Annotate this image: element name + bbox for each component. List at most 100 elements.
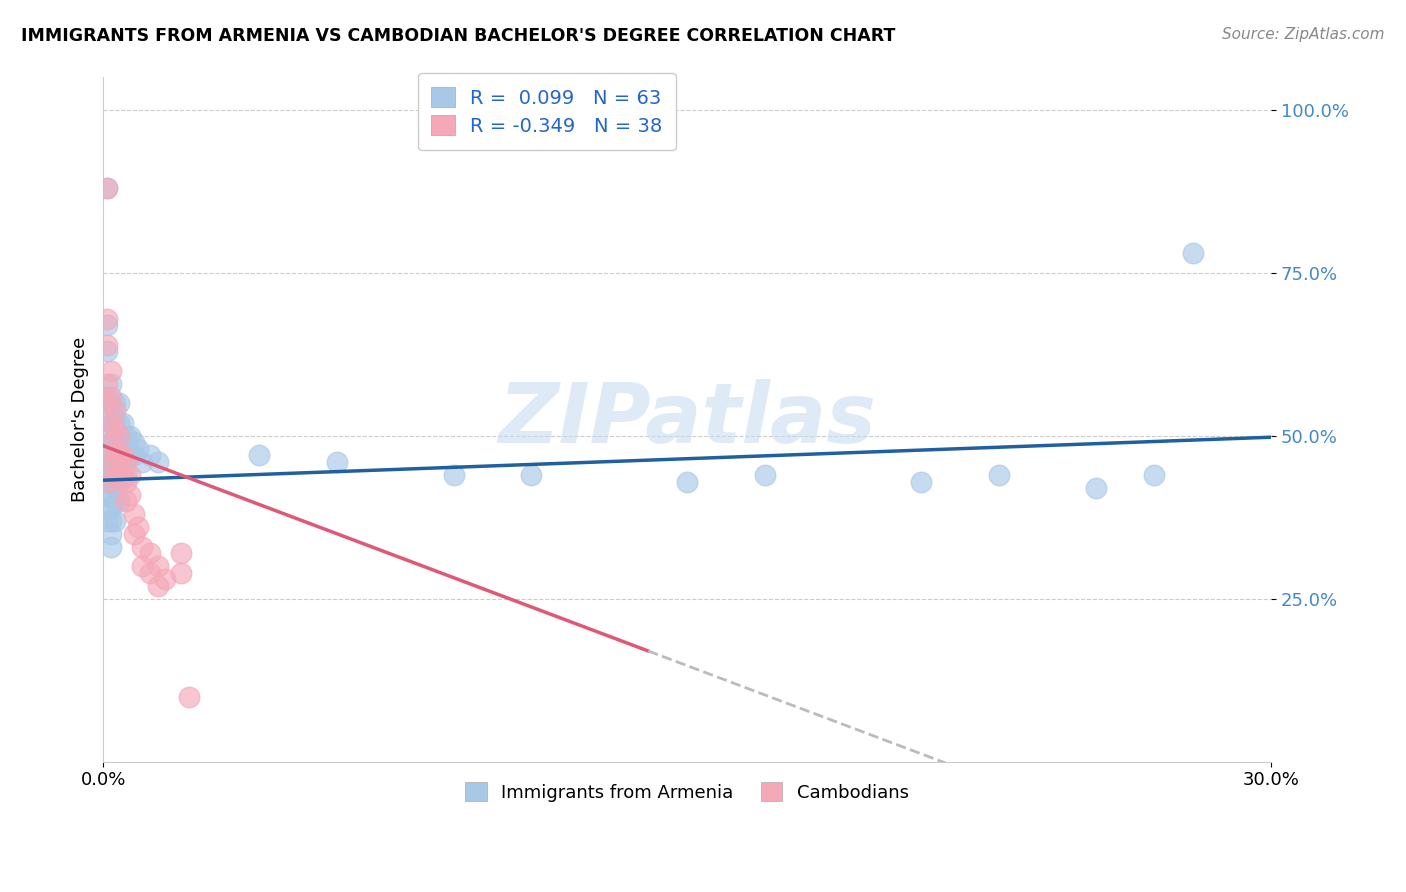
- Point: [139, 449, 162, 463]
- Point: [100, 475, 122, 489]
- Point: [100, 416, 122, 430]
- Point: [115, 429, 138, 443]
- Point: [115, 475, 138, 489]
- Point: [115, 449, 138, 463]
- Point: [177, 690, 200, 704]
- Point: [127, 442, 149, 456]
- Point: [107, 396, 129, 410]
- Point: [247, 449, 270, 463]
- Point: [124, 526, 146, 541]
- Text: IMMIGRANTS FROM ARMENIA VS CAMBODIAN BACHELOR'S DEGREE CORRELATION CHART: IMMIGRANTS FROM ARMENIA VS CAMBODIAN BAC…: [21, 27, 896, 45]
- Point: [120, 468, 142, 483]
- Point: [104, 494, 127, 508]
- Point: [115, 494, 138, 508]
- Point: [104, 449, 127, 463]
- Point: [100, 396, 122, 410]
- Point: [96, 181, 118, 195]
- Point: [96, 311, 118, 326]
- Point: [100, 390, 122, 404]
- Point: [104, 468, 127, 483]
- Point: [100, 461, 122, 475]
- Point: [124, 507, 146, 521]
- Point: [127, 520, 149, 534]
- Point: [100, 416, 122, 430]
- Point: [146, 579, 169, 593]
- Point: [96, 318, 118, 332]
- Point: [96, 390, 118, 404]
- Point: [107, 429, 129, 443]
- Point: [100, 487, 122, 501]
- Point: [107, 455, 129, 469]
- Point: [96, 409, 118, 424]
- Point: [107, 494, 129, 508]
- Point: [96, 376, 118, 391]
- Point: [96, 500, 118, 515]
- Point: [131, 455, 153, 469]
- Point: [987, 468, 1010, 483]
- Point: [111, 455, 134, 469]
- Point: [111, 435, 134, 450]
- Point: [676, 475, 699, 489]
- Point: [100, 475, 122, 489]
- Point: [115, 468, 138, 483]
- Point: [146, 559, 169, 574]
- Point: [104, 422, 127, 436]
- Point: [146, 455, 169, 469]
- Point: [104, 396, 127, 410]
- Point: [96, 449, 118, 463]
- Point: [100, 435, 122, 450]
- Point: [124, 435, 146, 450]
- Point: [104, 402, 127, 417]
- Point: [96, 514, 118, 528]
- Point: [104, 449, 127, 463]
- Point: [131, 559, 153, 574]
- Point: [107, 475, 129, 489]
- Point: [96, 181, 118, 195]
- Point: [100, 514, 122, 528]
- Point: [100, 435, 122, 450]
- Point: [1084, 481, 1107, 495]
- Point: [100, 500, 122, 515]
- Point: [104, 416, 127, 430]
- Point: [754, 468, 776, 483]
- Point: [104, 475, 127, 489]
- Point: [104, 435, 127, 450]
- Point: [96, 475, 118, 489]
- Point: [124, 449, 146, 463]
- Point: [120, 429, 142, 443]
- Point: [115, 455, 138, 469]
- Point: [107, 435, 129, 450]
- Legend: Immigrants from Armenia, Cambodians: Immigrants from Armenia, Cambodians: [453, 770, 921, 814]
- Point: [96, 344, 118, 359]
- Text: Source: ZipAtlas.com: Source: ZipAtlas.com: [1222, 27, 1385, 42]
- Point: [910, 475, 932, 489]
- Point: [100, 376, 122, 391]
- Point: [100, 526, 122, 541]
- Point: [104, 461, 127, 475]
- Point: [325, 455, 347, 469]
- Point: [107, 468, 129, 483]
- Point: [139, 566, 162, 580]
- Point: [111, 416, 134, 430]
- Point: [111, 468, 134, 483]
- Point: [107, 449, 129, 463]
- Point: [120, 449, 142, 463]
- Point: [170, 566, 193, 580]
- Point: [100, 455, 122, 469]
- Point: [104, 514, 127, 528]
- Point: [96, 461, 118, 475]
- Text: ZIPatlas: ZIPatlas: [498, 379, 876, 460]
- Y-axis label: Bachelor's Degree: Bachelor's Degree: [72, 337, 89, 502]
- Point: [107, 416, 129, 430]
- Point: [139, 546, 162, 560]
- Point: [443, 468, 465, 483]
- Point: [100, 364, 122, 378]
- Point: [1182, 246, 1205, 260]
- Point: [100, 449, 122, 463]
- Point: [170, 546, 193, 560]
- Point: [111, 449, 134, 463]
- Point: [96, 487, 118, 501]
- Point: [520, 468, 543, 483]
- Point: [131, 540, 153, 554]
- Point: [96, 337, 118, 351]
